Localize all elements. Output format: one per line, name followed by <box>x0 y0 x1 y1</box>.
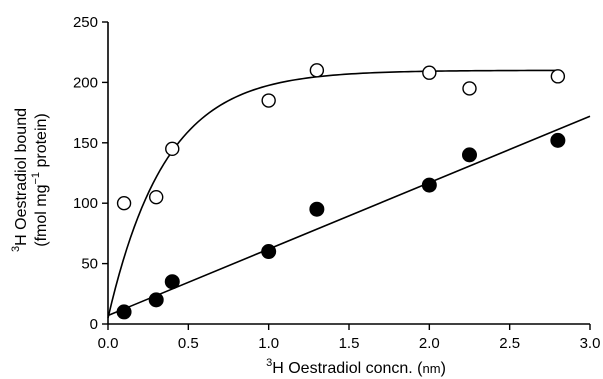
x-axis-ticks: 0.0 0.5 1.0 1.5 2.0 2.5 3.0 <box>98 324 601 352</box>
y-tick-label: 150 <box>73 135 98 152</box>
x-tick-label: 2.0 <box>419 335 440 352</box>
data-points <box>116 63 566 320</box>
x-tick-label: 2.5 <box>499 335 520 352</box>
filled-circle-point <box>421 177 437 193</box>
open-circle-point <box>550 69 566 84</box>
open-circle-point <box>148 189 164 205</box>
fit-curves <box>107 69 591 319</box>
x-tick-label: 0.0 <box>98 335 119 352</box>
fit-curve-2 <box>107 115 591 317</box>
filled-circle-point <box>261 244 277 260</box>
y-axis-title: 3H Oestradiol bound (fmol mg−1 protein) <box>10 108 50 252</box>
open-circle-point <box>462 81 477 96</box>
filled-circle-point <box>148 292 164 308</box>
filled-circle-point <box>550 132 566 148</box>
open-circle-point <box>422 65 437 80</box>
y-tick-label: 50 <box>81 256 98 273</box>
x-tick-label: 3.0 <box>580 335 601 352</box>
svg-text:(fmol mg−1 protein): (fmol mg−1 protein) <box>30 113 50 246</box>
svg-text:3H Oestradiol bound: 3H Oestradiol bound <box>10 108 30 252</box>
open-circle-point <box>116 195 132 211</box>
fit-curve-1 <box>107 69 558 319</box>
filled-circle-point <box>164 274 180 290</box>
x-tick-label: 1.5 <box>339 335 360 352</box>
filled-circle-point <box>309 201 325 217</box>
y-tick-label: 200 <box>73 74 98 91</box>
y-tick-label: 0 <box>90 316 98 333</box>
axes <box>107 22 590 325</box>
open-circle-point <box>261 93 276 108</box>
open-circle-point <box>309 63 325 78</box>
open-circle-point <box>165 141 180 157</box>
x-axis-title: 3H Oestradiol concn. (nm) <box>266 357 446 377</box>
y-tick-label: 100 <box>73 195 98 212</box>
filled-circle-point <box>116 304 132 320</box>
x-tick-label: 0.5 <box>178 335 199 352</box>
x-tick-label: 1.0 <box>258 335 279 352</box>
y-tick-label: 250 <box>73 14 98 31</box>
y-axis-ticks: 0 50 100 150 200 250 <box>73 14 108 333</box>
filled-circle-point <box>462 147 477 163</box>
